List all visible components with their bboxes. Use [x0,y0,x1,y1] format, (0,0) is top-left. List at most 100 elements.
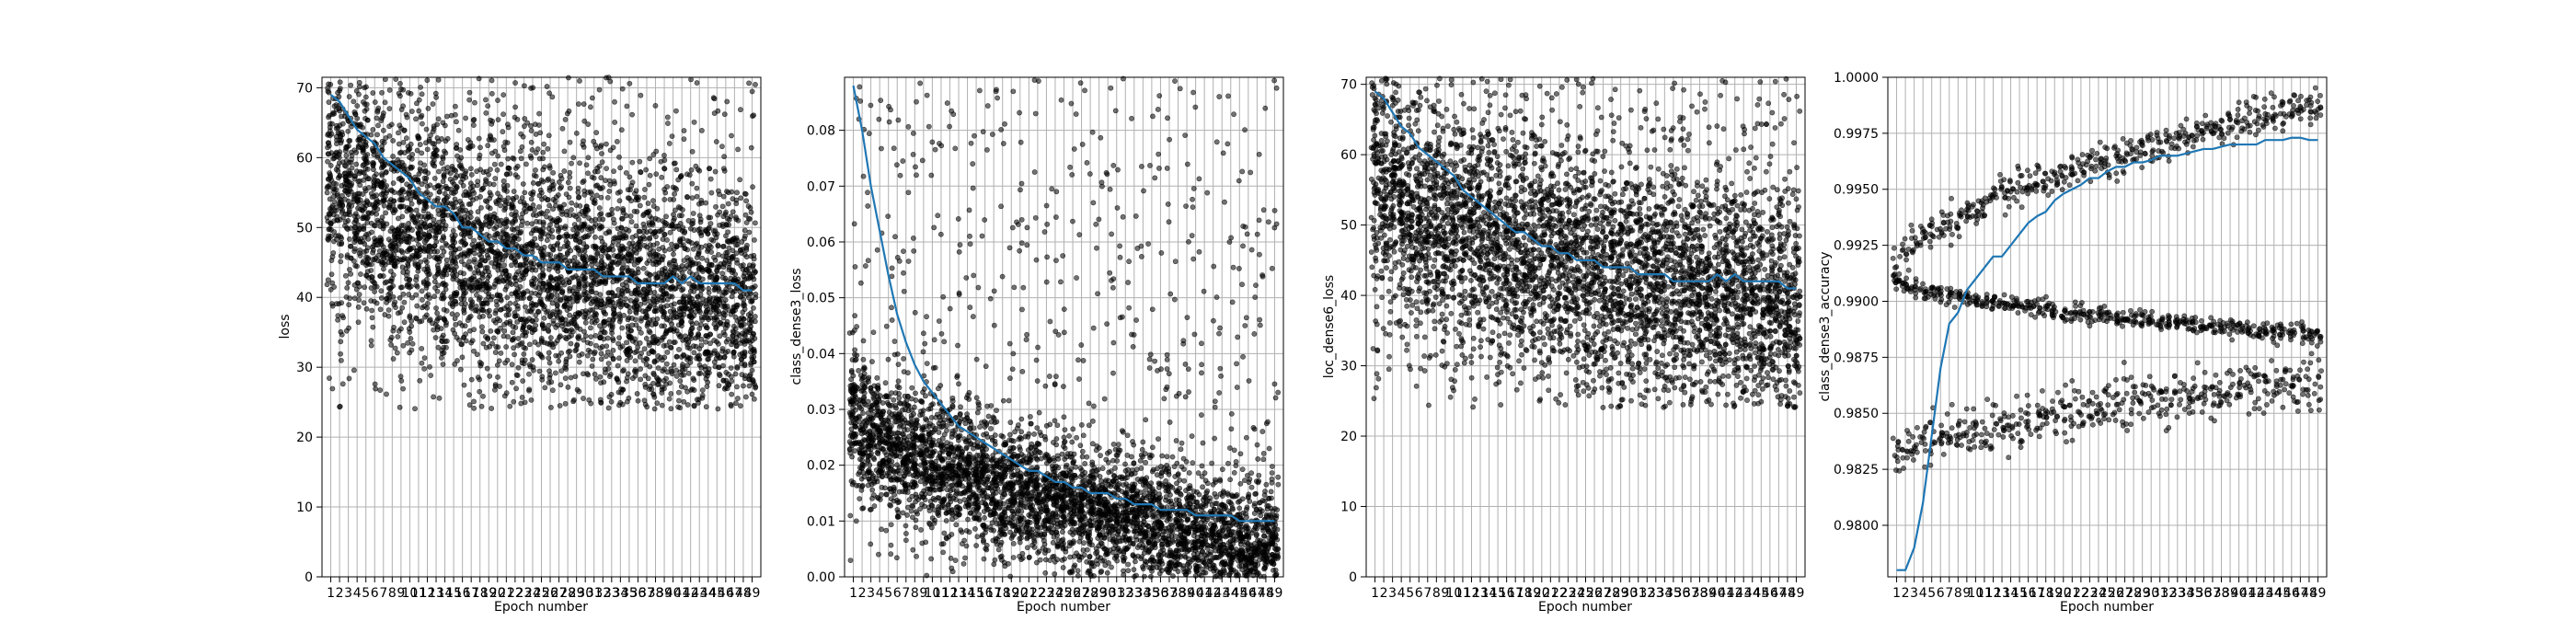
scatter-point [603,243,607,247]
scatter-point [598,374,603,379]
scatter-point [673,186,677,190]
scatter-point [512,80,517,85]
scatter-point [464,339,468,343]
scatter-point [634,311,638,316]
scatter-point [569,207,573,212]
scatter-point [457,321,462,326]
scatter-point [650,199,655,203]
scatter-point [684,306,689,311]
scatter-point [369,262,374,267]
scatter-point [435,271,440,276]
scatter-point [661,286,665,291]
scatter-point [592,372,597,376]
scatter-point [453,197,457,201]
scatter-point [488,374,492,378]
scatter-point [575,387,580,392]
scatter-point [694,242,698,247]
scatter-point [383,100,387,105]
scatter-point [362,86,367,90]
scatter-point [506,156,511,161]
scatter-point [356,201,361,205]
scatter-point [658,306,662,311]
scatter-point [339,329,343,334]
scatter-point [466,264,470,269]
scatter-point [500,270,505,275]
scatter-point [372,178,376,182]
scatter-point [673,339,677,344]
scatter-point [597,217,602,222]
scatter-point [442,249,446,254]
scatter-point [546,234,550,238]
scatter-point [694,336,698,340]
scatter-point [752,397,756,401]
scatter-point [660,268,664,272]
scatter-point [424,127,429,132]
scatter-point [736,218,741,223]
scatter-point [625,104,629,109]
scatter-point [384,392,388,397]
scatter-point [356,305,361,309]
scatter-point [625,399,629,404]
scatter-point [386,307,391,312]
scatter-point [429,373,433,377]
scatter-point [395,256,399,260]
scatter-point [850,415,855,420]
scatter-point [484,345,489,350]
scatter-point [591,357,595,362]
scatter-point [575,290,580,294]
scatter-point [527,296,532,301]
scatter-point [379,90,384,95]
scatter-point [597,205,602,210]
scatter-point [512,227,516,232]
scatter-point [695,80,699,85]
scatter-point [477,244,481,248]
scatter-point [581,396,585,400]
scatter-point [849,420,854,425]
scatter-point [346,326,351,330]
scatter-point [650,381,655,385]
scatter-point [415,178,420,182]
scatter-point [503,200,508,204]
scatter-point [697,347,702,351]
scatter-point [397,405,402,409]
scatter-point [547,361,552,365]
scatter-point [498,203,502,208]
scatter-point [742,301,746,305]
scatter-point [339,339,343,344]
scatter-point [479,404,484,408]
scatter-point [684,194,689,199]
scatter-point [606,366,611,371]
scatter-point [354,88,359,93]
scatter-point [365,246,370,250]
scatter-point [534,174,538,178]
scatter-point [655,401,660,406]
scatter-point [409,318,414,323]
scatter-point [483,182,488,187]
scatter-point [590,196,594,201]
scatter-point [390,154,395,158]
scatter-point [669,328,673,332]
scatter-point [627,81,632,86]
scatter-point [568,140,572,144]
scatter-point [638,377,643,382]
y-tick-label: 0 [305,570,313,585]
scatter-point [724,290,729,294]
scatter-point [744,199,749,203]
scatter-point [514,213,519,217]
scatter-point [422,315,427,319]
scatter-point [433,153,438,157]
scatter-point [521,276,525,281]
scatter-point [861,388,866,393]
scatter-point [355,103,360,108]
scatter-point [480,394,485,398]
scatter-point [595,250,600,255]
scatter-point [616,155,621,159]
scatter-point [654,252,659,257]
scatter-point [599,143,604,147]
scatter-point [536,204,541,209]
scatter-point [632,191,637,196]
scatter-point [642,187,647,191]
scatter-point [425,147,430,152]
scatter-point [332,111,337,116]
y-tick-label: 30 [296,361,313,375]
